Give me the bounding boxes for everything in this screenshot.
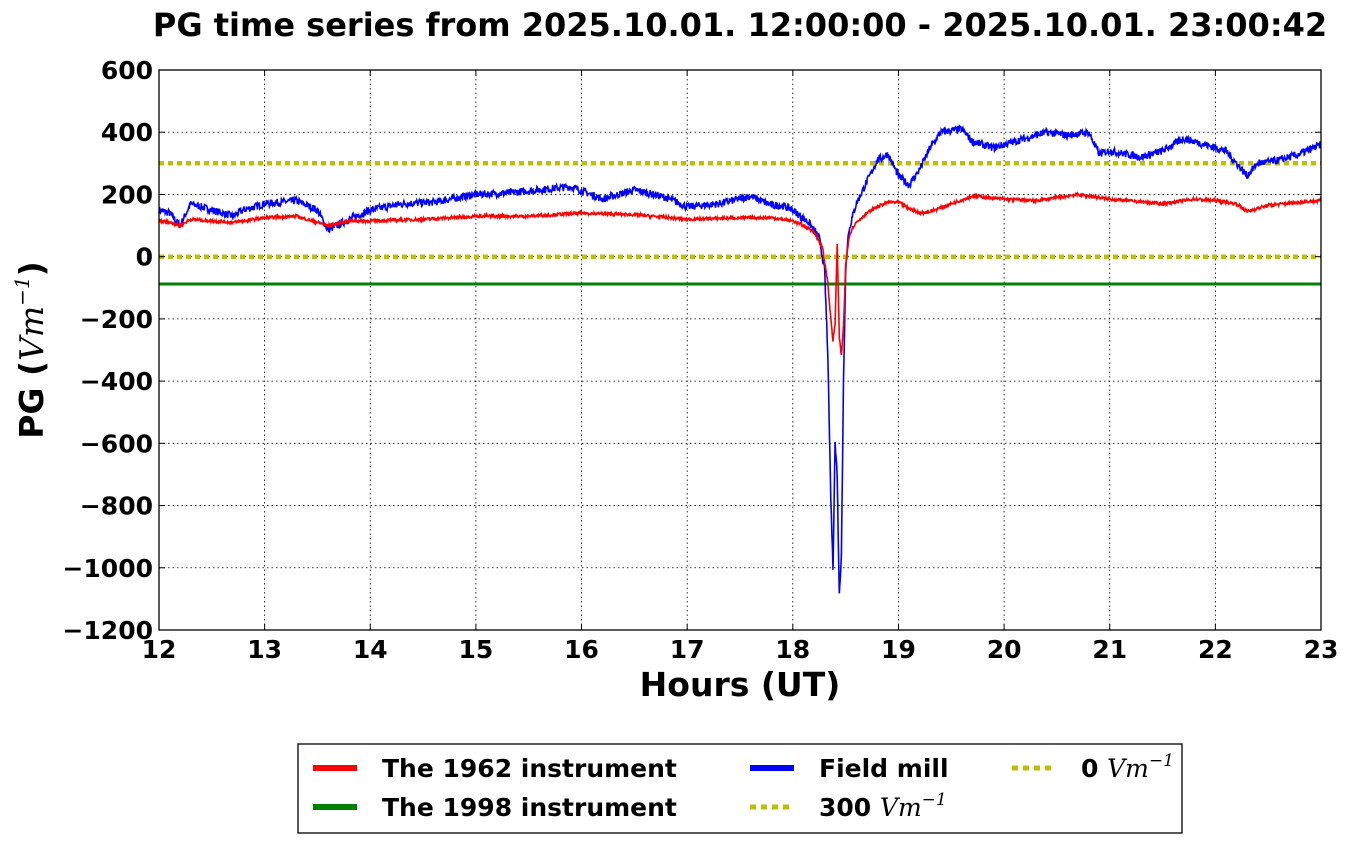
- legend-label: The 1998 instrument: [382, 793, 677, 822]
- y-axis-label-unit: Vm: [12, 306, 51, 361]
- y-tick-label: −1000: [62, 554, 153, 583]
- series-line-field-mill: [158, 123, 1322, 594]
- y-tick-label: 600: [101, 56, 153, 85]
- y-axis-label: PG (Vm−1): [10, 261, 51, 439]
- series-lines: [158, 123, 1322, 594]
- x-tick-label: 17: [670, 635, 705, 664]
- y-axis-label-close: ): [12, 261, 51, 276]
- y-tick-label: −600: [80, 429, 153, 458]
- y-axis-label-text: PG (: [12, 361, 51, 439]
- x-tick-label: 13: [247, 635, 282, 664]
- legend-label: 300 Vm−1: [819, 790, 947, 822]
- y-tick-label: −400: [80, 367, 153, 396]
- plot-frame: [158, 69, 1322, 631]
- x-tick-label: 14: [353, 635, 388, 664]
- y-axis-label-exponent: −1: [10, 276, 34, 305]
- legend-box: [297, 743, 1183, 834]
- x-tick-label: 19: [881, 635, 916, 664]
- x-tick-label: 12: [142, 635, 177, 664]
- x-tick-label: 22: [1198, 635, 1233, 664]
- y-tick-label: 0: [136, 243, 153, 272]
- x-axis-ticks: 12 13 14 15 16 17 18 19 20 21 22 23: [142, 70, 1339, 664]
- y-tick-label: −1200: [62, 616, 153, 645]
- y-axis-ticks: 600 400 200 0 −200 −400 −600 −800 −1000 −1200: [62, 56, 1321, 645]
- x-tick-label: 23: [1304, 635, 1339, 664]
- x-tick-label: 18: [775, 635, 810, 664]
- legend-label: Field mill: [819, 754, 949, 783]
- y-tick-label: 400: [101, 118, 153, 147]
- x-axis-label: Hours (UT): [640, 665, 841, 704]
- series-line-the-1962-instrument: [158, 191, 1322, 356]
- legend-label: 0 Vm−1: [1081, 751, 1174, 783]
- y-tick-label: −200: [80, 305, 153, 334]
- x-tick-label: 15: [459, 635, 494, 664]
- y-tick-label: 200: [101, 180, 153, 209]
- chart-title: PG time series from 2025.10.01. 12:00:00…: [153, 6, 1327, 44]
- x-tick-label: 16: [564, 635, 599, 664]
- legend: The 1962 instrument The 1998 instrument Fi…: [313, 751, 1174, 822]
- x-tick-label: 20: [987, 635, 1022, 664]
- x-tick-label: 21: [1092, 635, 1127, 664]
- y-tick-label: −800: [80, 492, 153, 521]
- legend-label: The 1962 instrument: [382, 754, 677, 783]
